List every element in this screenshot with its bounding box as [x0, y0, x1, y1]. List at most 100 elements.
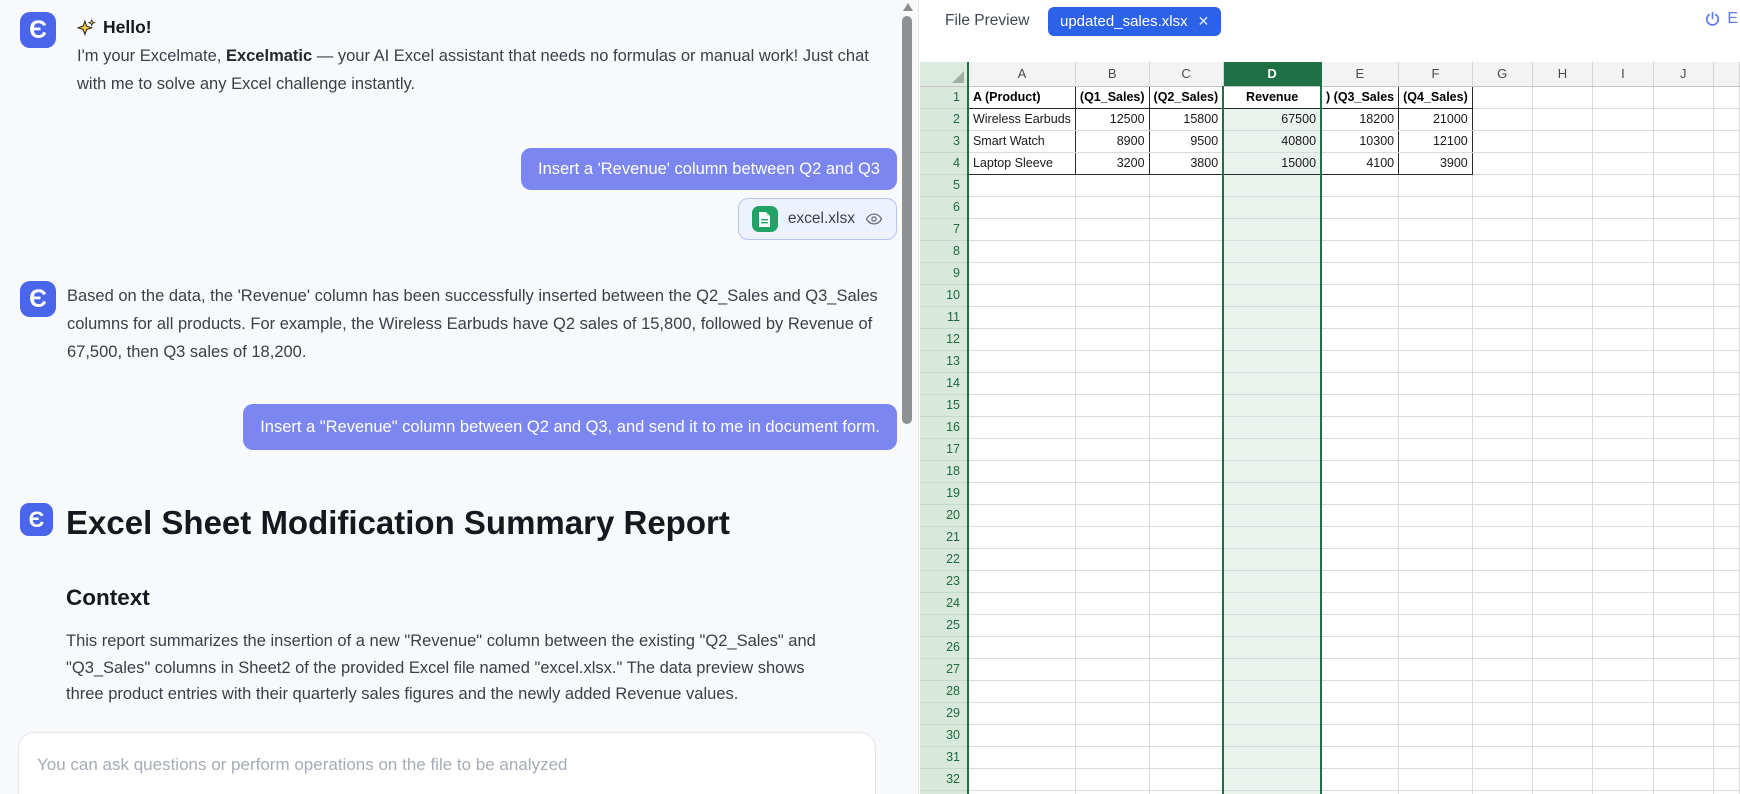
cell-K17[interactable]	[1713, 438, 1740, 461]
cell-H12[interactable]	[1532, 328, 1594, 351]
cell-K28[interactable]	[1713, 680, 1740, 703]
cell-B1[interactable]: (Q1_Sales)	[1075, 85, 1150, 109]
cell-H8[interactable]	[1532, 240, 1594, 263]
cell-I24[interactable]	[1592, 592, 1654, 615]
cell-B5[interactable]	[1075, 174, 1150, 197]
column-header-I[interactable]: I	[1592, 62, 1654, 87]
row-header-2[interactable]: 2	[920, 108, 969, 131]
cell-F18[interactable]	[1398, 460, 1473, 483]
cell-E3[interactable]: 10300	[1321, 130, 1400, 153]
cell-A1[interactable]: A (Product)	[967, 85, 1076, 109]
row-header-3[interactable]: 3	[920, 130, 969, 153]
cell-G9[interactable]	[1472, 262, 1533, 285]
cell-C4[interactable]: 3800	[1149, 152, 1224, 175]
row-header-11[interactable]: 11	[920, 306, 969, 329]
cell-G22[interactable]	[1472, 548, 1533, 571]
cell-F28[interactable]	[1398, 680, 1473, 703]
cell-E28[interactable]	[1321, 680, 1400, 703]
cell-K11[interactable]	[1713, 306, 1740, 329]
cell-J28[interactable]	[1653, 680, 1714, 703]
cell-C6[interactable]	[1149, 196, 1224, 219]
cell-C23[interactable]	[1149, 570, 1224, 593]
cell-I1[interactable]	[1592, 86, 1654, 109]
cell-D14[interactable]	[1222, 372, 1323, 395]
cell-F17[interactable]	[1398, 438, 1473, 461]
cell-B2[interactable]: 12500	[1075, 108, 1150, 131]
cell-G18[interactable]	[1472, 460, 1533, 483]
chat-input[interactable]	[19, 733, 875, 794]
cell-B15[interactable]	[1075, 394, 1150, 417]
cell-D25[interactable]	[1222, 614, 1323, 637]
cell-A30[interactable]	[967, 724, 1076, 747]
cell-I22[interactable]	[1592, 548, 1654, 571]
cell-C21[interactable]	[1149, 526, 1224, 549]
column-header-G[interactable]: G	[1472, 62, 1533, 87]
row-header-24[interactable]: 24	[920, 592, 969, 615]
cell-J31[interactable]	[1653, 746, 1714, 769]
cell-E12[interactable]	[1321, 328, 1400, 351]
cell-F20[interactable]	[1398, 504, 1473, 527]
scrollbar-thumb[interactable]	[902, 16, 912, 424]
row-header-28[interactable]: 28	[920, 680, 969, 703]
cell-A22[interactable]	[967, 548, 1076, 571]
cell-G25[interactable]	[1472, 614, 1533, 637]
cell-F3[interactable]: 12100	[1398, 130, 1473, 153]
cell-I8[interactable]	[1592, 240, 1654, 263]
cell-G30[interactable]	[1472, 724, 1533, 747]
cell-D21[interactable]	[1222, 526, 1323, 549]
cell-A11[interactable]	[967, 306, 1076, 329]
cell-G12[interactable]	[1472, 328, 1533, 351]
cell-E8[interactable]	[1321, 240, 1400, 263]
cell-E25[interactable]	[1321, 614, 1400, 637]
cell-C14[interactable]	[1149, 372, 1224, 395]
row-header-5[interactable]: 5	[920, 174, 969, 197]
cell-E14[interactable]	[1321, 372, 1400, 395]
cell-D13[interactable]	[1222, 350, 1323, 373]
cell-K5[interactable]	[1713, 174, 1740, 197]
scrollbar-up-arrow-icon[interactable]	[903, 3, 913, 11]
row-header-31[interactable]: 31	[920, 746, 969, 769]
cell-J4[interactable]	[1653, 152, 1714, 175]
cell-K20[interactable]	[1713, 504, 1740, 527]
cell-I10[interactable]	[1592, 284, 1654, 307]
cell-F24[interactable]	[1398, 592, 1473, 615]
cell-C9[interactable]	[1149, 262, 1224, 285]
cell-C33[interactable]	[1149, 790, 1224, 794]
cell-J12[interactable]	[1653, 328, 1714, 351]
cell-K30[interactable]	[1713, 724, 1740, 747]
cell-E31[interactable]	[1321, 746, 1400, 769]
row-header-10[interactable]: 10	[920, 284, 969, 307]
cell-G32[interactable]	[1472, 768, 1533, 791]
exit-control[interactable]: E	[1704, 10, 1738, 28]
cell-H9[interactable]	[1532, 262, 1594, 285]
cell-E30[interactable]	[1321, 724, 1400, 747]
cell-E18[interactable]	[1321, 460, 1400, 483]
cell-A13[interactable]	[967, 350, 1076, 373]
cell-H19[interactable]	[1532, 482, 1594, 505]
row-header-8[interactable]: 8	[920, 240, 969, 263]
cell-I28[interactable]	[1592, 680, 1654, 703]
cell-A29[interactable]	[967, 702, 1076, 725]
cell-J15[interactable]	[1653, 394, 1714, 417]
cell-C32[interactable]	[1149, 768, 1224, 791]
cell-F6[interactable]	[1398, 196, 1473, 219]
cell-E27[interactable]	[1321, 658, 1400, 681]
cell-J21[interactable]	[1653, 526, 1714, 549]
cell-I21[interactable]	[1592, 526, 1654, 549]
cell-K6[interactable]	[1713, 196, 1740, 219]
cell-D16[interactable]	[1222, 416, 1323, 439]
cell-A19[interactable]	[967, 482, 1076, 505]
row-header-9[interactable]: 9	[920, 262, 969, 285]
row-header-15[interactable]: 15	[920, 394, 969, 417]
cell-I17[interactable]	[1592, 438, 1654, 461]
cell-B25[interactable]	[1075, 614, 1150, 637]
cell-C22[interactable]	[1149, 548, 1224, 571]
cell-B29[interactable]	[1075, 702, 1150, 725]
cell-F1[interactable]: (Q4_Sales)	[1398, 85, 1473, 109]
cell-A3[interactable]: Smart Watch	[967, 130, 1076, 153]
cell-H2[interactable]	[1532, 108, 1594, 131]
cell-I14[interactable]	[1592, 372, 1654, 395]
row-header-33[interactable]: 33	[920, 790, 969, 794]
cell-C28[interactable]	[1149, 680, 1224, 703]
cell-J20[interactable]	[1653, 504, 1714, 527]
